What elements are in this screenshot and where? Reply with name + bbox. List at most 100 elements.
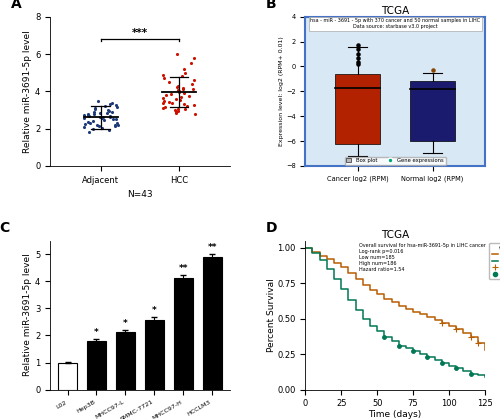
Point	[96, 114, 104, 120]
Point	[188, 60, 196, 67]
Point	[90, 110, 98, 117]
Point	[354, 58, 362, 65]
Point	[160, 97, 168, 104]
high	[424, 354, 430, 360]
Point	[186, 93, 194, 99]
Point	[80, 115, 88, 122]
Bar	[174, 279, 193, 390]
high	[338, 286, 344, 291]
high	[453, 366, 459, 371]
Point	[173, 83, 181, 90]
Point	[183, 103, 191, 110]
low	[460, 330, 466, 335]
Point	[190, 102, 198, 109]
high	[316, 258, 322, 263]
low	[331, 261, 337, 266]
Point	[190, 54, 198, 61]
high	[382, 335, 388, 340]
Point	[162, 92, 170, 98]
low	[346, 271, 352, 276]
Text: C: C	[0, 220, 10, 235]
Point	[80, 112, 88, 119]
high	[360, 316, 366, 321]
Point	[180, 101, 188, 108]
Point	[85, 113, 93, 119]
Point	[172, 96, 180, 102]
low	[324, 256, 330, 261]
Point	[91, 106, 99, 112]
Point	[176, 96, 184, 103]
Point	[98, 124, 106, 131]
Bar	[116, 332, 135, 390]
low	[360, 282, 366, 287]
Point	[106, 112, 114, 119]
Point	[191, 110, 199, 117]
Point	[159, 71, 167, 78]
Point	[354, 46, 362, 52]
high	[346, 297, 352, 303]
low	[352, 277, 358, 282]
Point	[174, 89, 182, 96]
Point	[88, 125, 96, 132]
X-axis label: Time (days): Time (days)	[368, 410, 422, 419]
Y-axis label: Relative miR-3691-5p level: Relative miR-3691-5p level	[23, 254, 32, 376]
Point	[90, 118, 98, 124]
Point	[106, 101, 114, 108]
Point	[112, 102, 120, 109]
Point	[101, 103, 109, 110]
high	[403, 346, 409, 351]
high	[468, 372, 473, 377]
Point	[105, 127, 113, 134]
Point	[181, 106, 189, 112]
low	[468, 335, 473, 340]
X-axis label: N=43: N=43	[127, 190, 152, 199]
high	[396, 343, 402, 348]
Text: **: **	[208, 243, 217, 252]
Bar	[410, 81, 455, 141]
low	[418, 312, 424, 317]
Point	[168, 99, 176, 106]
Point	[175, 88, 183, 95]
Y-axis label: Expression level: log2 (RPM+ 0.01): Expression level: log2 (RPM+ 0.01)	[280, 36, 284, 146]
Text: *: *	[94, 328, 99, 337]
Point	[170, 106, 178, 113]
Point	[112, 116, 120, 123]
low	[316, 253, 322, 259]
Point	[94, 97, 102, 104]
Point	[102, 110, 110, 117]
Point	[80, 124, 88, 130]
Text: A: A	[10, 0, 21, 11]
high	[432, 357, 438, 362]
Title: TCGA: TCGA	[381, 230, 409, 240]
Point	[165, 79, 173, 85]
Point	[81, 121, 89, 127]
Point	[166, 98, 173, 105]
high	[410, 349, 416, 354]
high	[324, 266, 330, 272]
Point	[180, 90, 188, 96]
low	[338, 265, 344, 270]
high	[367, 323, 373, 328]
Point	[174, 106, 182, 112]
Point	[90, 109, 98, 115]
Point	[104, 106, 112, 113]
Bar	[87, 341, 106, 390]
Point	[105, 108, 113, 114]
Text: D: D	[266, 220, 277, 235]
Text: ***: ***	[132, 28, 148, 39]
low	[482, 347, 488, 352]
Point	[160, 104, 168, 111]
high	[331, 277, 337, 282]
Point	[100, 117, 108, 124]
Text: *: *	[123, 319, 128, 328]
Point	[178, 93, 186, 100]
low	[367, 288, 373, 293]
Point	[84, 111, 92, 118]
low	[302, 245, 308, 250]
Point	[114, 121, 122, 128]
Point	[112, 120, 120, 127]
Point	[160, 95, 168, 101]
Y-axis label: Percent Survival: Percent Survival	[266, 278, 276, 352]
high	[439, 360, 445, 365]
Point	[158, 100, 166, 107]
